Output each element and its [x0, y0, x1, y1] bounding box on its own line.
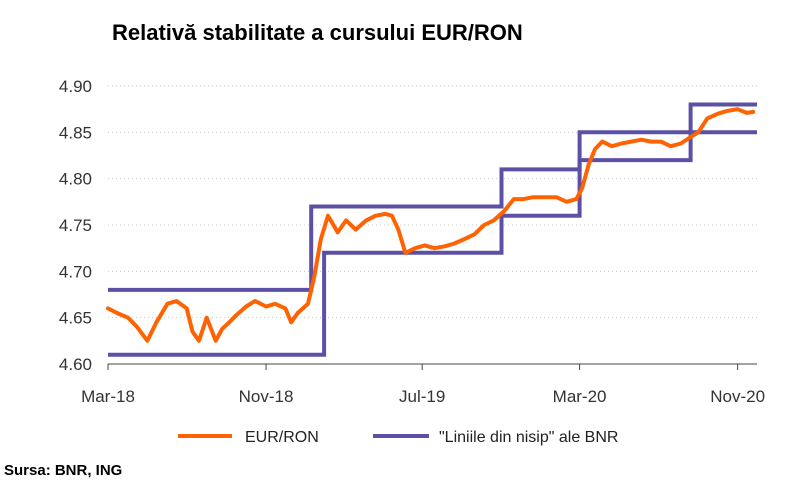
- y-tick-label: 4.85: [59, 123, 92, 142]
- bnr-band-lines: [108, 102, 757, 357]
- legend: EUR/RON "Liniile din nisip" ale BNR: [178, 429, 618, 446]
- y-tick-label: 4.60: [59, 355, 92, 374]
- y-axis-ticks: 4.90 4.85 4.80 4.75 4.70 4.65 4.60: [59, 77, 92, 374]
- eurron-line: [106, 107, 756, 343]
- bnr-band-lower: [108, 130, 757, 357]
- legend-bnr-label: "Liniile din nisip" ale BNR: [439, 429, 618, 446]
- y-tick-label: 4.75: [59, 216, 92, 235]
- eurron-series: [106, 107, 756, 343]
- x-axis-ticks: Mar-18 Nov-18 Jul-19 Mar-20 Nov-20: [81, 364, 765, 406]
- y-tick-label: 4.80: [59, 170, 92, 189]
- x-tick-label: Nov-18: [239, 387, 294, 406]
- x-tick-label: Jul-19: [399, 387, 445, 406]
- source-note: Sursa: BNR, ING: [4, 462, 123, 479]
- gridlines: [108, 85, 757, 319]
- legend-eurron-label: EUR/RON: [245, 429, 319, 446]
- x-tick-label: Mar-20: [553, 387, 607, 406]
- y-tick-label: 4.65: [59, 309, 92, 328]
- chart-title: Relativă stabilitate a cursului EUR/RON: [112, 20, 523, 45]
- y-tick-label: 4.70: [59, 262, 92, 281]
- x-tick-label: Nov-20: [710, 387, 765, 406]
- y-tick-label: 4.90: [59, 77, 92, 96]
- x-tick-label: Mar-18: [81, 387, 135, 406]
- bnr-band-upper: [108, 102, 757, 292]
